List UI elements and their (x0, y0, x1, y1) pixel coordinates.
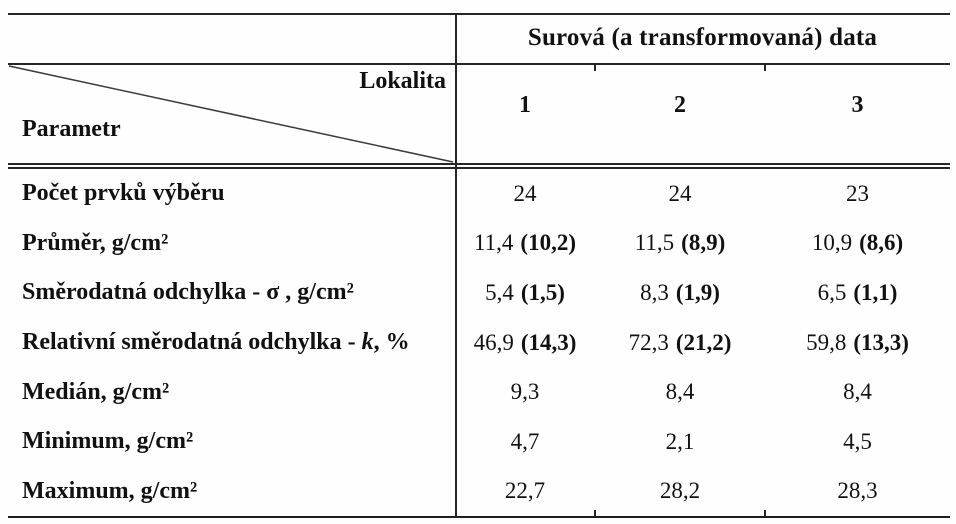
row-label: Počet prvků výběru (22, 180, 225, 207)
row-label: Relativní směrodatná odchylka - k, % (22, 329, 410, 356)
cell-value: 24 (668, 180, 692, 206)
column-header-1: 1 (519, 91, 531, 118)
table-row: Průměr, g/cm² 11,4 (10,2) 11,5 (8,9) 10,9(… (8, 219, 950, 269)
column-divider-line (455, 13, 457, 518)
column-tick-top-1 (594, 65, 596, 71)
row-axis-label: Parametr (22, 116, 121, 142)
cell-value: 8,3 (1,9) (640, 279, 720, 305)
row-label: Medián, g/cm² (22, 378, 170, 405)
cell-value: 59,8 (13,3) (806, 329, 909, 355)
cell-value: 2,1 (665, 428, 695, 454)
table-border-bottom (8, 516, 950, 518)
table-border-top (8, 13, 950, 15)
cell-value: 72,3 (21,2) (628, 329, 732, 355)
cell-value: 22,7 (504, 478, 546, 504)
cell-value: 28,2 (659, 478, 701, 504)
cell-value: 4,5 (843, 428, 872, 454)
row-label: Průměr, g/cm² (22, 229, 169, 256)
header-separator-line (8, 63, 950, 65)
column-tick-bottom-2 (764, 510, 766, 516)
cell-value: 24 (513, 180, 537, 206)
cell-value: 46,9 (14,3) (473, 329, 577, 355)
header-data-group: Surová (a transformovaná) data (527, 24, 878, 51)
table-row: Počet prvků výběru 24 24 23 (8, 169, 950, 219)
column-header-2: 2 (674, 91, 686, 118)
header-double-rule-1 (8, 163, 950, 165)
column-axis-label: Lokalita (359, 68, 446, 94)
row-label: Směrodatná odchylka - σ , g/cm² (22, 279, 354, 306)
table-body: Počet prvků výběru 24 24 23 Průměr, g/cm… (8, 169, 950, 516)
cell-value: 10,9 (8,6) (811, 230, 904, 256)
column-headers: 1 2 3 (455, 63, 950, 147)
table-row: Maximum, g/cm² 22,7 28,2 28,3 (8, 466, 950, 516)
header-double-rule-2 (8, 167, 950, 169)
cell-value: 6,5 (1,1) (817, 279, 898, 305)
table-row: Relativní směrodatná odchylka - k, % 46,… (8, 318, 950, 368)
column-tick-top-2 (764, 65, 766, 71)
row-label: Minimum, g/cm² (22, 428, 194, 455)
cell-value: 11,5 (8,9) (634, 230, 726, 256)
cell-value: 9,3 (510, 379, 540, 405)
column-tick-bottom-1 (594, 510, 596, 516)
cell-value: 8,4 (665, 379, 695, 405)
cell-value: 23 (846, 180, 869, 206)
table-row: Minimum, g/cm² 4,7 2,1 4,5 (8, 417, 950, 467)
cell-value: 28,3 (837, 478, 878, 504)
row-label: Maximum, g/cm² (22, 477, 198, 504)
cell-value: 11,4 (10,2) (474, 230, 576, 256)
table-row: Medián, g/cm² 9,3 8,4 8,4 (8, 367, 950, 417)
cell-value: 8,4 (843, 379, 872, 405)
cell-value: 4,7 (510, 428, 540, 454)
table-row: Směrodatná odchylka - σ , g/cm² 5,4 (1,5)… (8, 268, 950, 318)
column-header-3: 3 (851, 91, 864, 118)
cell-value: 5,4 (1,5) (485, 279, 565, 305)
